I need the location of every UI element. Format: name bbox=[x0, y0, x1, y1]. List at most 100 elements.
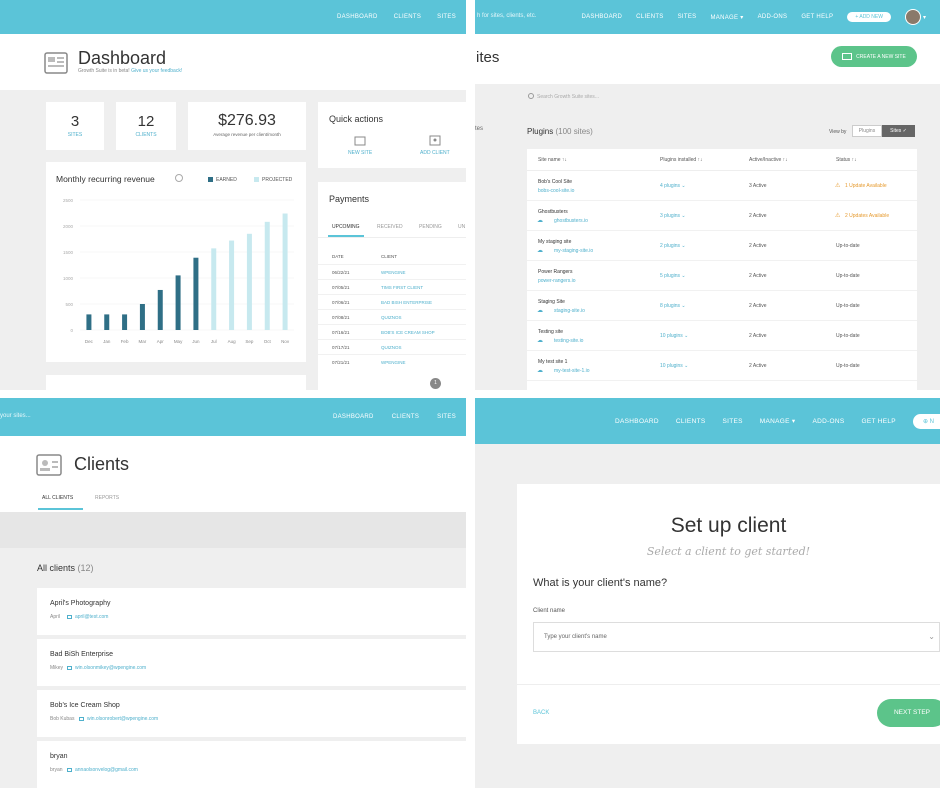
feedback-link[interactable]: Give us your feedback! bbox=[131, 68, 183, 74]
payment-client[interactable]: BAD BISH ENTERPRISE bbox=[381, 300, 433, 305]
col-plugins[interactable]: Plugins installed ↑↓ bbox=[660, 157, 703, 163]
table-row[interactable]: My staging site ☁ my-staging-site.io 2 plug… bbox=[527, 231, 917, 261]
payment-client[interactable]: QUIZNOS bbox=[381, 315, 402, 320]
list-item[interactable]: April's Photography April april@test.com bbox=[37, 588, 466, 635]
col-site-name[interactable]: Site name ↑↓ bbox=[538, 157, 567, 163]
tab-reports[interactable]: REPORTS bbox=[95, 495, 120, 501]
contact-email[interactable]: win.olsonrobert@wpengine.com bbox=[87, 716, 159, 722]
add-new-button[interactable]: ⊕ N bbox=[912, 413, 940, 429]
nav-dashboard[interactable]: DASHBOARD bbox=[581, 14, 623, 20]
stat-label[interactable]: CLIENTS bbox=[135, 132, 157, 138]
client-name: April's Photography bbox=[50, 600, 111, 607]
plugins-count[interactable]: 5 plugins ⌄ bbox=[660, 273, 686, 279]
table-row[interactable]: Bob's Cool Site bobs-cool-site.io 4 plugin… bbox=[527, 171, 917, 201]
avatar[interactable] bbox=[904, 9, 921, 25]
plugins-count[interactable]: 8 plugins ⌄ bbox=[660, 303, 686, 309]
nav-manage[interactable]: MANAGE ▾ bbox=[710, 14, 744, 21]
payment-client[interactable]: BOB'S ICE CREAM SHOP bbox=[381, 330, 435, 335]
payment-row[interactable]: 06/22/21 WPENGINE bbox=[318, 264, 466, 279]
nav-clients[interactable]: CLIENTS bbox=[675, 417, 706, 425]
col-status[interactable]: Status ↑↓ bbox=[836, 157, 857, 163]
nav-sites[interactable]: SITES bbox=[437, 414, 456, 420]
nav-get-help[interactable]: GET HELP bbox=[801, 14, 834, 20]
payment-client[interactable]: TIMS FIRST CLIENT bbox=[381, 285, 424, 290]
tab-received[interactable]: RECEIVED bbox=[377, 224, 403, 230]
search-fragment[interactable]: your sites... bbox=[0, 413, 31, 419]
site-url[interactable]: my-test-site-1.io bbox=[554, 368, 590, 374]
list-item[interactable]: bryan bryan annaolsonvelog@gmail.com bbox=[37, 741, 466, 788]
site-search-input[interactable]: Search Growth Suite sites... bbox=[537, 94, 599, 100]
plugins-count[interactable]: 4 plugins ⌄ bbox=[660, 183, 686, 189]
site-url[interactable]: power-rangers.io bbox=[538, 278, 576, 284]
view-sites-toggle[interactable]: Sites ✓ bbox=[882, 125, 915, 137]
table-row[interactable]: Power Rangers power-rangers.io 5 plugins ⌄… bbox=[527, 261, 917, 291]
site-url[interactable]: ghostbusters.io bbox=[554, 218, 588, 224]
payment-row[interactable]: 07/21/21 WPENGINE bbox=[318, 354, 466, 369]
client-name: Bob's Ice Cream Shop bbox=[50, 702, 120, 709]
next-step-button[interactable]: NEXT STEP bbox=[877, 699, 940, 727]
nav-clients[interactable]: CLIENTS bbox=[393, 14, 422, 20]
payment-row[interactable]: 07/17/21 QUIZNOS bbox=[318, 339, 466, 354]
contact-email[interactable]: win.olsonmikey@wpengine.com bbox=[75, 665, 147, 671]
warning-icon: ⚠ bbox=[835, 213, 841, 219]
nav-get-help[interactable]: GET HELP bbox=[861, 417, 896, 425]
table-row[interactable]: Staging Site ☁ staging-site.io 8 plugins ⌄ 2… bbox=[527, 291, 917, 321]
site-url[interactable]: bobs-cool-site.io bbox=[538, 188, 575, 194]
payment-client[interactable]: QUIZNOS bbox=[381, 345, 402, 350]
nav-manage[interactable]: MANAGE ▾ bbox=[759, 418, 796, 425]
tab-pending[interactable]: PENDING bbox=[419, 224, 442, 230]
view-plugins-toggle[interactable]: Plugins bbox=[852, 125, 882, 137]
tab-all-clients[interactable]: ALL CLIENTS bbox=[42, 495, 74, 501]
contact-name: April bbox=[50, 614, 61, 620]
sidebar-fragment[interactable]: tes bbox=[475, 126, 484, 132]
payment-row[interactable]: 07/08/21 QUIZNOS bbox=[318, 309, 466, 324]
tab-upcoming[interactable]: UPCOMING bbox=[332, 224, 360, 230]
payment-row[interactable]: 07/16/21 BOB'S ICE CREAM SHOP bbox=[318, 324, 466, 339]
tab-more[interactable]: UN bbox=[458, 224, 466, 230]
site-url[interactable]: my-staging-site.io bbox=[554, 248, 594, 254]
payment-row[interactable]: 07/06/21 BAD BISH ENTERPRISE bbox=[318, 294, 466, 309]
nav-dashboard[interactable]: DASHBOARD bbox=[332, 414, 374, 420]
search-fragment[interactable]: h for sites, clients, etc. bbox=[477, 13, 537, 19]
site-url[interactable]: testing-site.io bbox=[554, 338, 584, 344]
add-new-button[interactable]: + ADD NEW bbox=[847, 12, 891, 22]
nav-dashboard[interactable]: DASHBOARD bbox=[336, 14, 378, 20]
payment-client[interactable]: WPENGINE bbox=[381, 270, 406, 275]
table-row[interactable]: Testing site ☁ testing-site.io 10 plugins ⌄… bbox=[527, 321, 917, 351]
nav-add-ons[interactable]: ADD-ONS bbox=[812, 417, 845, 425]
nav-sites[interactable]: SITES bbox=[677, 14, 697, 20]
site-url[interactable]: staging-site.io bbox=[554, 308, 585, 314]
nav-dashboard[interactable]: DASHBOARD bbox=[615, 417, 659, 425]
table-row[interactable]: Ghostbusters ☁ ghostbusters.io 3 plugins ⌄ 2… bbox=[527, 201, 917, 231]
plugins-count[interactable]: 2 plugins ⌄ bbox=[660, 243, 686, 249]
payment-client[interactable]: WPENGINE bbox=[381, 360, 406, 365]
active-count: 3 Active bbox=[749, 183, 767, 189]
plugins-count[interactable]: 10 plugins ⌄ bbox=[660, 363, 689, 369]
stat-label[interactable]: SITES bbox=[67, 132, 83, 138]
list-item[interactable]: Bob's Ice Cream Shop Bob Kubas win.olsonro… bbox=[37, 690, 466, 737]
page-badge[interactable]: 1 bbox=[430, 378, 441, 389]
quick-actions-card: Quick actions NEW SITE ADD CLIENT bbox=[318, 102, 466, 168]
create-site-button[interactable]: CREATE A NEW SITE bbox=[831, 46, 917, 67]
add-client-button[interactable]: ADD CLIENT bbox=[420, 150, 450, 156]
new-site-button[interactable]: NEW SITE bbox=[348, 150, 373, 156]
contact-email[interactable]: annaolsonvelog@gmail.com bbox=[75, 767, 138, 773]
nav-add-ons[interactable]: ADD-ONS bbox=[757, 14, 788, 20]
nav-sites[interactable]: SITES bbox=[437, 14, 456, 20]
nav-clients[interactable]: CLIENTS bbox=[636, 14, 664, 20]
x-tick-label: Feb bbox=[121, 339, 129, 344]
client-name-label: Client name bbox=[533, 608, 566, 614]
chevron-down-icon[interactable]: ▾ bbox=[922, 14, 926, 21]
list-item[interactable]: Bad BiSh Enterprise Mikey win.olsonmikey@w… bbox=[37, 639, 466, 686]
back-button[interactable]: BACK bbox=[533, 710, 550, 716]
page-title: ites bbox=[476, 49, 500, 66]
plugins-count[interactable]: 10 plugins ⌄ bbox=[660, 333, 689, 339]
contact-email[interactable]: april@test.com bbox=[75, 614, 109, 620]
col-active[interactable]: Active/Inactive ↑↓ bbox=[749, 157, 788, 163]
payment-row[interactable]: 07/05/21 TIMS FIRST CLIENT bbox=[318, 279, 466, 294]
nav-sites[interactable]: SITES bbox=[722, 417, 743, 425]
table-row[interactable]: My test site 1 ☁ my-test-site-1.io 10 plugi… bbox=[527, 351, 917, 381]
nav-clients[interactable]: CLIENTS bbox=[391, 414, 420, 420]
client-name-input[interactable]: Type your client's name ⌄ bbox=[533, 622, 940, 652]
plugins-count[interactable]: 3 plugins ⌄ bbox=[660, 213, 686, 219]
